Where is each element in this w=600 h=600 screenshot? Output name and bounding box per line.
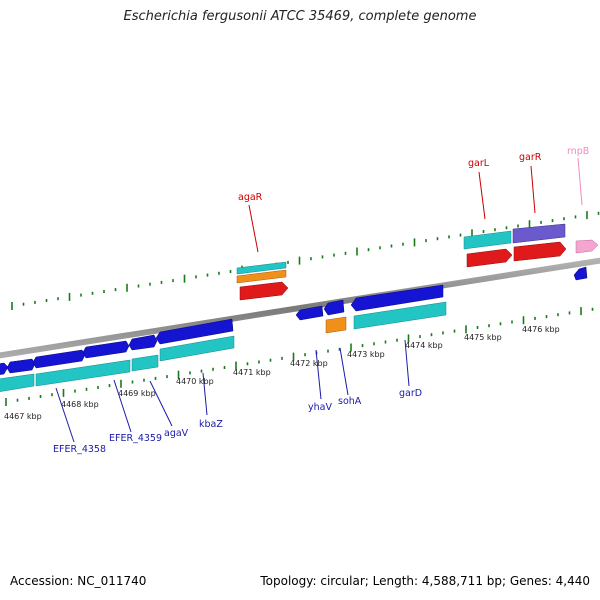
gene-label-agar: agaR [238, 192, 263, 203]
gene-block-cyan[interactable] [463, 230, 512, 250]
gene-block-red[interactable] [239, 281, 289, 301]
axis-label-4467: 4467 kbp [4, 412, 42, 421]
gene-label-garr: garR [519, 152, 542, 163]
gene-block-blue[interactable] [155, 318, 234, 345]
label-leaders [55, 157, 583, 443]
axis-label-4474: 4474 kbp [405, 341, 443, 350]
map-title: Escherichia fergusonii ATCC 35469, compl… [123, 9, 477, 24]
gene-block-cyan[interactable] [131, 354, 159, 372]
gene-block-cyan[interactable] [353, 301, 447, 330]
gene-blocks [0, 223, 599, 392]
leader-soha [339, 347, 349, 396]
leader-garl [478, 171, 486, 220]
gene-block-red[interactable] [513, 241, 567, 262]
leader-efer4359 [113, 379, 132, 433]
gene-block-cyan[interactable] [236, 261, 287, 275]
gene-block-blue[interactable] [573, 266, 588, 281]
gene-label-yhav: yhaV [308, 402, 332, 413]
axis-label-4470: 4470 kbp [176, 377, 214, 386]
outer-tick-ring [11, 211, 600, 310]
leader-kbaz [202, 372, 208, 416]
gene-label-efer4358: EFER_4358 [53, 444, 106, 455]
leader-yhav [315, 349, 322, 400]
gene-block-cyan[interactable] [0, 373, 35, 392]
axis-label-4471: 4471 kbp [233, 368, 271, 377]
axis-label-4468: 4468 kbp [61, 400, 99, 409]
leader-agar [248, 204, 259, 253]
gene-label-gard: garD [399, 388, 422, 399]
gene-label-efer4359: EFER_4359 [109, 433, 162, 444]
gene-block-blue[interactable] [295, 305, 324, 321]
gene-block-red[interactable] [466, 248, 513, 268]
gene-block-purple[interactable] [512, 223, 566, 244]
genome-info-text: Topology: circular; Length: 4,588,711 bp… [260, 574, 590, 588]
accession-text: Accession: NC_011740 [10, 574, 147, 588]
gene-block-cyan[interactable] [159, 335, 235, 362]
gene-block-orange[interactable] [325, 316, 347, 334]
gene-label-garl: garL [468, 158, 490, 169]
gene-block-orange[interactable] [236, 269, 287, 284]
gene-block-blue[interactable] [323, 299, 345, 316]
axis-label-4472: 4472 kbp [290, 359, 328, 368]
gene-block-blue[interactable] [0, 362, 9, 375]
genome-backbone [0, 257, 600, 359]
leader-gard [404, 339, 410, 387]
gene-block-pink[interactable] [575, 239, 599, 254]
leader-garr [530, 165, 536, 214]
gene-label-agav: agaV [164, 428, 189, 439]
gene-label-rnpb: rnpB [567, 146, 589, 157]
axis-label-4473: 4473 kbp [347, 350, 385, 359]
axis-label-4469: 4469 kbp [118, 389, 156, 398]
gene-block-cyan[interactable] [35, 359, 131, 387]
axis-labels: 4467 kbp 4468 kbp 4469 kbp 4470 kbp 4471… [4, 325, 560, 421]
gene-labels: EFER_4358 EFER_4359 agaV kbaZ yhaV sohA … [53, 146, 589, 455]
gene-block-blue[interactable] [350, 284, 444, 312]
inner-tick-ring [5, 307, 594, 406]
gene-label-soha: sohA [338, 396, 362, 407]
gene-block-blue[interactable] [128, 334, 158, 351]
leader-rnpb [577, 157, 583, 206]
gene-block-blue[interactable] [82, 340, 130, 359]
gene-label-kbaz: kbaZ [199, 419, 223, 430]
axis-label-4476: 4476 kbp [522, 325, 560, 334]
axis-label-4475: 4475 kbp [464, 333, 502, 342]
leader-efer4358 [55, 387, 75, 443]
leader-agav [149, 380, 173, 427]
gene-block-blue[interactable] [32, 349, 86, 369]
gene-block-blue[interactable] [6, 358, 36, 374]
